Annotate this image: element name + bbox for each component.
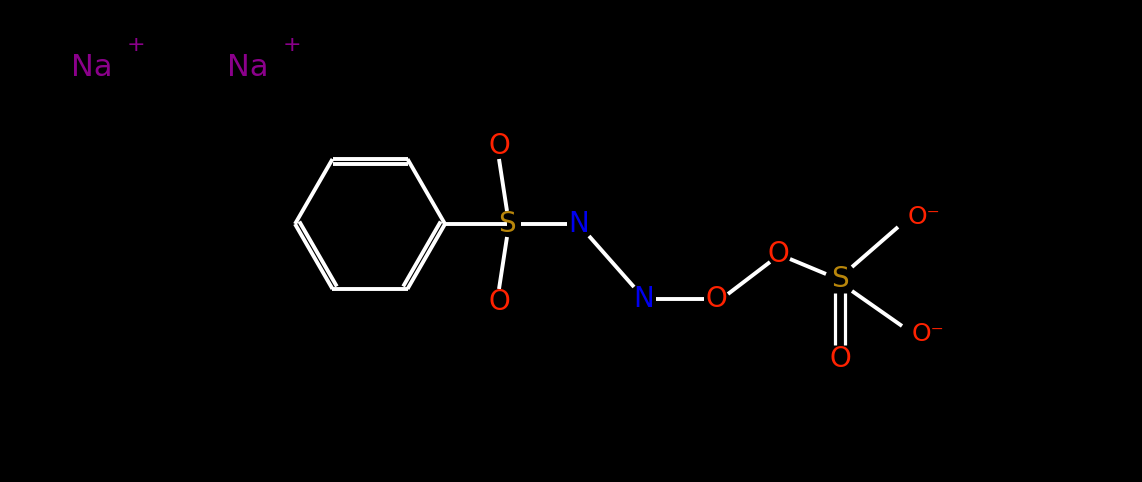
Text: O: O bbox=[488, 132, 509, 160]
Text: S: S bbox=[831, 265, 849, 293]
Text: N: N bbox=[569, 210, 589, 238]
Text: O⁻: O⁻ bbox=[908, 205, 941, 229]
Text: S: S bbox=[498, 210, 516, 238]
Text: +: + bbox=[283, 35, 301, 55]
Text: O⁻: O⁻ bbox=[912, 322, 944, 346]
Text: O: O bbox=[767, 240, 789, 268]
Text: N: N bbox=[634, 285, 654, 313]
Text: Na: Na bbox=[227, 53, 268, 81]
Text: O: O bbox=[829, 345, 851, 373]
Text: +: + bbox=[127, 35, 146, 55]
Text: O: O bbox=[705, 285, 726, 313]
Text: O: O bbox=[488, 288, 509, 316]
Text: Na: Na bbox=[71, 53, 113, 81]
